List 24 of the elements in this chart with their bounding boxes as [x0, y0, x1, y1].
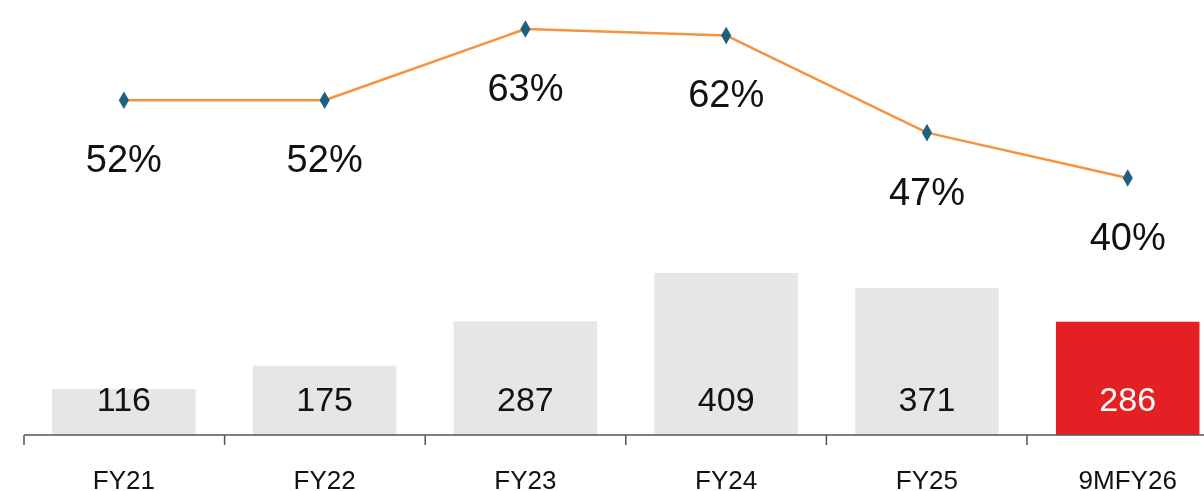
data-label: 52%: [85, 138, 162, 181]
x-tick-label: FY23: [494, 465, 557, 491]
x-tick-label: FY24: [695, 465, 758, 491]
data-label: 175: [296, 380, 354, 418]
bar: [252, 365, 397, 435]
data-label: 52%: [286, 138, 363, 181]
data-label: 409: [697, 380, 755, 418]
data-label: 286: [1099, 380, 1157, 418]
bar: [1055, 321, 1200, 435]
data-label: 287: [497, 380, 554, 418]
data-label: 40%: [1089, 216, 1166, 258]
x-tick-label: FY21: [92, 465, 155, 491]
bar: [52, 389, 196, 435]
x-tick-label: 9MFY26: [1078, 465, 1177, 491]
data-label: 63%: [487, 67, 564, 109]
data-label: 62%: [688, 73, 765, 116]
x-tick-label: FY25: [895, 465, 959, 491]
data-label: 116: [96, 380, 151, 418]
bar: [453, 321, 598, 435]
bar: [855, 288, 999, 435]
data-label: 47%: [888, 170, 965, 213]
bar: [654, 273, 798, 435]
data-label: 371: [898, 380, 956, 418]
x-tick-label: FY22: [293, 465, 356, 491]
